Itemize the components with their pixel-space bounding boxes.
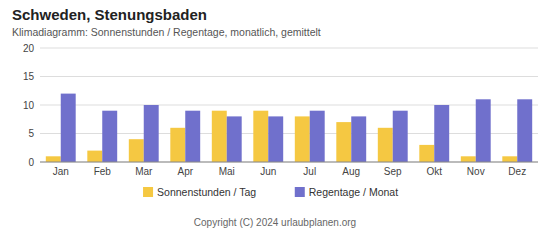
bar xyxy=(144,105,159,162)
title: Schweden, Stenungsbaden xyxy=(12,6,207,23)
bar xyxy=(61,94,76,162)
grid-line xyxy=(40,162,538,163)
x-tick-label: Apr xyxy=(177,166,193,177)
footer-note: Copyright (C) 2024 urlaubplanen.org xyxy=(194,217,356,228)
y-tick-label: 0 xyxy=(28,157,34,168)
x-tick-label: Dez xyxy=(508,166,526,177)
bar xyxy=(336,122,351,162)
bar xyxy=(393,111,408,162)
legend-swatch xyxy=(295,187,305,197)
legend-label: Regentage / Monat xyxy=(309,186,398,198)
x-tick-label: Mar xyxy=(135,166,153,177)
grid-line xyxy=(40,48,538,49)
legend-swatch xyxy=(143,187,153,197)
x-tick-label: Nov xyxy=(467,166,485,177)
bar xyxy=(476,99,491,162)
x-axis-line xyxy=(40,162,538,163)
bar xyxy=(434,105,449,162)
x-tick-label: Aug xyxy=(342,166,360,177)
bar xyxy=(295,116,310,162)
y-axis: 0 5 10 15 20 xyxy=(23,43,538,168)
bar xyxy=(87,151,102,162)
x-tick-label: Feb xyxy=(94,166,112,177)
grid-line xyxy=(40,76,538,77)
bar xyxy=(378,128,393,162)
bar xyxy=(502,156,517,162)
legend: Sonnenstunden / Tag Regentage / Monat xyxy=(143,186,398,198)
legend-label: Sonnenstunden / Tag xyxy=(157,186,256,198)
bar xyxy=(351,116,366,162)
x-tick-label: Jan xyxy=(53,166,69,177)
subtitle: Klimadiagramm: Sonnenstunden / Regentage… xyxy=(12,26,321,38)
x-tick-label: Jul xyxy=(303,166,316,177)
y-tick-label: 5 xyxy=(28,128,34,139)
x-tick-label: Mai xyxy=(219,166,235,177)
bar xyxy=(46,156,61,162)
bar xyxy=(461,156,476,162)
x-tick-label: Okt xyxy=(426,166,442,177)
x-tick-label: Jun xyxy=(260,166,276,177)
bar xyxy=(253,111,268,162)
bars xyxy=(46,94,532,162)
bar xyxy=(185,111,200,162)
bar xyxy=(517,99,532,162)
bar xyxy=(212,111,227,162)
bar xyxy=(102,111,117,162)
bar xyxy=(227,116,242,162)
bar xyxy=(170,128,185,162)
bar xyxy=(129,139,144,162)
y-tick-label: 10 xyxy=(23,100,35,111)
chart: Schweden, Stenungsbaden Klimadiagramm: So… xyxy=(0,0,550,240)
y-tick-label: 20 xyxy=(23,43,35,54)
bar xyxy=(268,116,283,162)
bar xyxy=(419,145,434,162)
grid-line xyxy=(40,105,538,106)
bar xyxy=(310,111,325,162)
x-tick-label: Sep xyxy=(384,166,402,177)
y-tick-label: 15 xyxy=(23,71,35,82)
